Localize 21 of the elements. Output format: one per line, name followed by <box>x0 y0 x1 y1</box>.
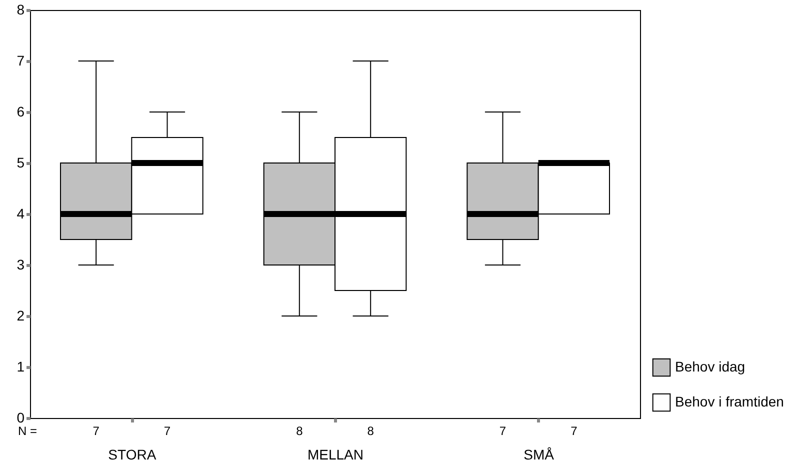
x-tick-label: STORA <box>108 446 157 462</box>
x-tick-label: MELLAN <box>307 446 364 462</box>
text: 7 <box>92 424 100 438</box>
y-tick-label: 0 <box>16 410 25 426</box>
y-tick-label: 8 <box>16 2 25 18</box>
legend-label: Behov idag <box>675 358 746 374</box>
x-tick-label: SMÅ <box>524 446 555 462</box>
y-tick-label: 2 <box>16 308 25 324</box>
y-tick-label: 4 <box>16 206 25 222</box>
legend-label: Behov i framtiden <box>675 394 784 410</box>
y-tick-label: 7 <box>16 52 25 68</box>
text: 7 <box>499 424 506 438</box>
text: 8 <box>367 424 374 438</box>
text: N = <box>18 424 38 438</box>
text: 7 <box>570 424 578 438</box>
text: 8 <box>296 424 304 438</box>
y-tick-label: 5 <box>16 154 25 170</box>
y-tick-label: 1 <box>16 358 25 374</box>
y-tick-label: 3 <box>16 256 25 272</box>
y-tick-label: 6 <box>16 104 25 120</box>
text: 7 <box>164 424 171 438</box>
